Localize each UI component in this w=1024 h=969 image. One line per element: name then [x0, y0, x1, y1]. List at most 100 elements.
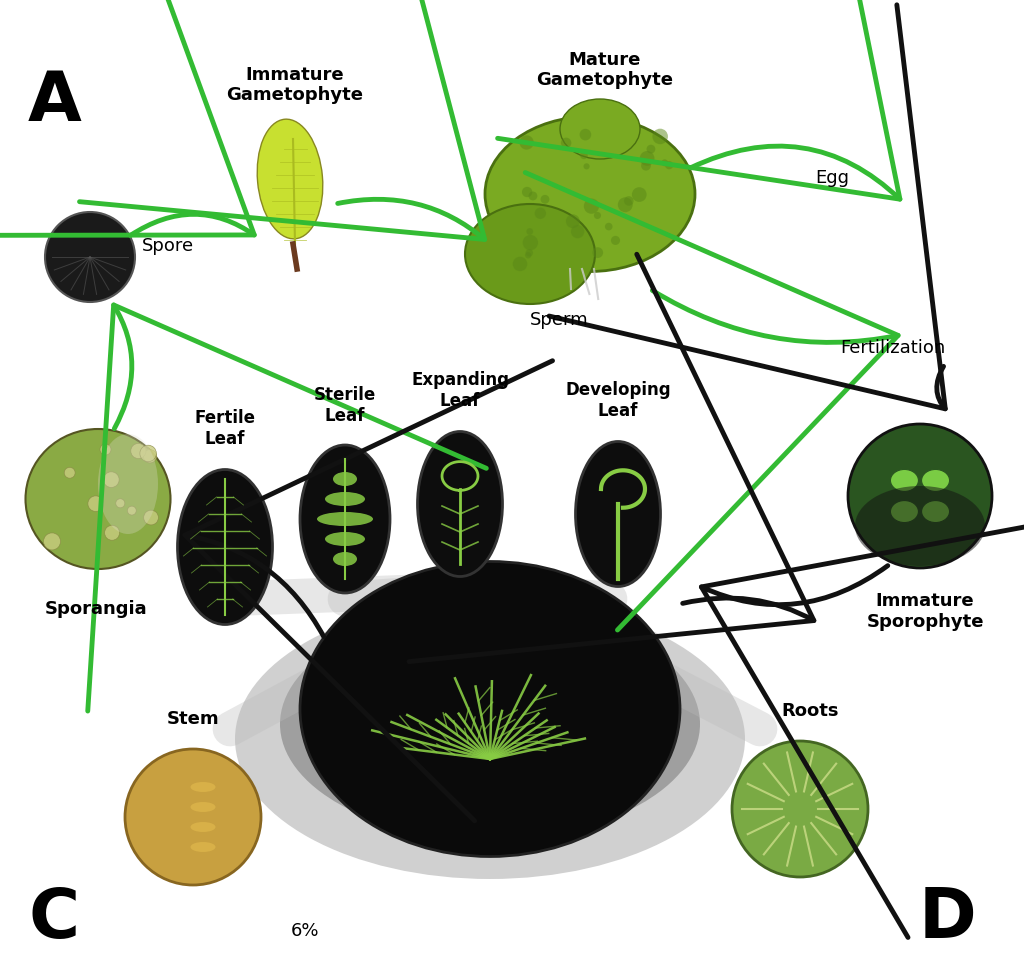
- Circle shape: [635, 212, 644, 221]
- Circle shape: [556, 172, 566, 182]
- Circle shape: [109, 453, 118, 462]
- Ellipse shape: [891, 501, 919, 523]
- Circle shape: [85, 466, 98, 480]
- Circle shape: [529, 153, 541, 165]
- Circle shape: [585, 235, 598, 248]
- Circle shape: [610, 222, 627, 238]
- Ellipse shape: [257, 120, 323, 239]
- Text: Fertilization: Fertilization: [840, 338, 945, 357]
- Text: Egg: Egg: [815, 169, 849, 187]
- Ellipse shape: [891, 470, 919, 492]
- Ellipse shape: [234, 600, 745, 879]
- Circle shape: [548, 176, 560, 189]
- Circle shape: [530, 157, 540, 166]
- Circle shape: [516, 152, 524, 160]
- Text: Immature
Sporophyte: Immature Sporophyte: [866, 591, 984, 630]
- Ellipse shape: [855, 486, 985, 567]
- Ellipse shape: [190, 782, 215, 793]
- Text: Expanding
Leaf: Expanding Leaf: [411, 371, 509, 410]
- Circle shape: [659, 232, 673, 246]
- Circle shape: [127, 476, 138, 487]
- Circle shape: [607, 206, 618, 217]
- Text: Sterile
Leaf: Sterile Leaf: [314, 386, 376, 424]
- Ellipse shape: [575, 442, 660, 587]
- Circle shape: [616, 213, 626, 223]
- Ellipse shape: [333, 473, 357, 486]
- Circle shape: [53, 495, 63, 505]
- Ellipse shape: [190, 842, 215, 852]
- Circle shape: [593, 187, 607, 202]
- Ellipse shape: [300, 562, 680, 857]
- Text: C: C: [28, 884, 79, 951]
- Circle shape: [574, 156, 587, 168]
- FancyArrowPatch shape: [0, 0, 254, 236]
- Ellipse shape: [177, 470, 272, 625]
- Ellipse shape: [325, 532, 365, 547]
- Circle shape: [539, 172, 554, 187]
- Ellipse shape: [26, 429, 171, 570]
- Ellipse shape: [333, 552, 357, 567]
- Ellipse shape: [300, 446, 390, 593]
- Circle shape: [45, 213, 135, 302]
- Ellipse shape: [922, 470, 949, 492]
- Circle shape: [618, 185, 630, 197]
- FancyArrowPatch shape: [701, 514, 1024, 937]
- Text: Stem: Stem: [167, 709, 219, 728]
- Ellipse shape: [418, 432, 503, 577]
- Circle shape: [575, 232, 582, 238]
- Circle shape: [593, 202, 607, 216]
- Circle shape: [503, 175, 514, 186]
- FancyArrowPatch shape: [498, 0, 900, 200]
- Text: Fertile
Leaf: Fertile Leaf: [195, 409, 256, 448]
- Circle shape: [647, 237, 654, 245]
- Circle shape: [53, 459, 71, 478]
- Circle shape: [512, 247, 522, 258]
- FancyArrowPatch shape: [185, 361, 553, 821]
- FancyArrowPatch shape: [549, 6, 945, 409]
- Text: D: D: [919, 884, 976, 951]
- Ellipse shape: [190, 822, 215, 832]
- FancyArrowPatch shape: [525, 173, 898, 631]
- Circle shape: [532, 193, 544, 204]
- Ellipse shape: [465, 204, 595, 304]
- Circle shape: [549, 227, 555, 234]
- Text: Immature
Gametophyte: Immature Gametophyte: [226, 66, 364, 105]
- Text: Sporangia: Sporangia: [45, 600, 147, 617]
- Ellipse shape: [560, 100, 640, 160]
- Ellipse shape: [317, 513, 373, 526]
- Circle shape: [141, 485, 157, 501]
- Circle shape: [125, 749, 261, 885]
- FancyArrowPatch shape: [80, 0, 484, 240]
- Text: A: A: [28, 68, 82, 135]
- Text: Spore: Spore: [142, 236, 195, 255]
- Circle shape: [511, 180, 519, 188]
- Ellipse shape: [190, 802, 215, 812]
- Ellipse shape: [98, 434, 158, 535]
- Text: Roots: Roots: [781, 702, 839, 719]
- Circle shape: [579, 132, 589, 141]
- Circle shape: [142, 542, 153, 552]
- Text: Mature
Gametophyte: Mature Gametophyte: [537, 50, 674, 89]
- Circle shape: [139, 481, 155, 496]
- Text: Sperm: Sperm: [530, 311, 589, 328]
- Ellipse shape: [325, 492, 365, 507]
- Circle shape: [522, 207, 534, 219]
- Circle shape: [639, 218, 646, 225]
- Ellipse shape: [485, 117, 695, 272]
- Text: Developing
Leaf: Developing Leaf: [565, 381, 671, 420]
- Circle shape: [628, 254, 635, 262]
- FancyArrowPatch shape: [409, 255, 814, 662]
- Circle shape: [516, 199, 522, 205]
- Circle shape: [732, 741, 868, 877]
- Circle shape: [51, 498, 66, 514]
- Ellipse shape: [280, 610, 700, 839]
- Circle shape: [555, 250, 569, 264]
- Circle shape: [555, 207, 566, 218]
- FancyArrowPatch shape: [88, 305, 486, 711]
- Text: 6%: 6%: [291, 922, 319, 939]
- Circle shape: [61, 466, 79, 483]
- Ellipse shape: [922, 501, 949, 523]
- Circle shape: [110, 489, 121, 500]
- Circle shape: [848, 424, 992, 569]
- Circle shape: [81, 484, 89, 492]
